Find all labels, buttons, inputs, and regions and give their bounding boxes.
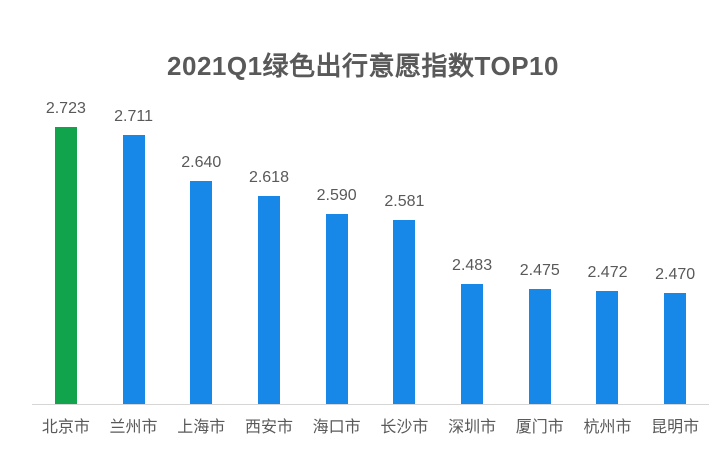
- bar: [257, 196, 280, 404]
- bar-value-label: 2.640: [181, 154, 222, 171]
- bar: [54, 127, 77, 404]
- bar-column: 2.618: [235, 64, 303, 404]
- bar: [393, 220, 416, 404]
- bar-column: 2.581: [371, 64, 439, 404]
- bar: [190, 181, 213, 404]
- bar-column: 2.590: [303, 64, 371, 404]
- bar-column: 2.475: [506, 64, 574, 404]
- bar-column: 2.470: [641, 64, 709, 404]
- x-axis-line: [32, 404, 709, 405]
- bar-value-label: 2.618: [248, 169, 289, 186]
- bar-value-label: 2.483: [452, 257, 493, 274]
- x-axis-tick-label: 深圳市: [448, 419, 497, 436]
- chart-title: 2021Q1绿色出行意愿指数TOP10: [167, 51, 559, 81]
- bar: [528, 289, 551, 404]
- bar-column: 2.723: [32, 64, 100, 404]
- bar-value-label: 2.581: [384, 193, 425, 210]
- x-axis-labels: 北京市 兰州市 上海市 西安市 海口市 长沙市 深圳市 厦门市 杭州市 昆明市: [32, 417, 709, 439]
- bar-value-label: 2.590: [316, 187, 357, 204]
- bar-value-label: 2.711: [114, 108, 153, 125]
- bar-value-label: 2.470: [655, 266, 696, 283]
- x-axis-tick-label: 厦门市: [515, 419, 564, 436]
- bar: [325, 214, 348, 404]
- bar-column: 2.472: [574, 64, 642, 404]
- bar: [664, 293, 687, 404]
- plot-area: 2.723 2.711 2.640 2.618 2.590 2.581 2.483 2.475…: [32, 64, 709, 404]
- bar-column: 2.483: [438, 64, 506, 404]
- x-axis-tick-label: 昆明市: [651, 419, 700, 436]
- bar-value-label: 2.723: [45, 100, 86, 117]
- x-axis-tick-label: 上海市: [177, 419, 226, 436]
- bar: [461, 284, 484, 404]
- x-axis-tick-label: 西安市: [244, 419, 293, 436]
- bar: [596, 291, 619, 404]
- x-axis-tick-label: 长沙市: [380, 419, 429, 436]
- bar: [122, 135, 145, 404]
- x-axis-tick-label: 北京市: [41, 419, 90, 436]
- bar-value-label: 2.472: [587, 264, 628, 281]
- x-axis-tick-label: 杭州市: [583, 419, 632, 436]
- bar-column: 2.640: [167, 64, 235, 404]
- bar-value-label: 2.475: [519, 262, 560, 279]
- x-axis-tick-label: 海口市: [312, 419, 361, 436]
- bar-column: 2.711: [100, 64, 168, 404]
- x-axis-tick-label: 兰州市: [109, 419, 158, 436]
